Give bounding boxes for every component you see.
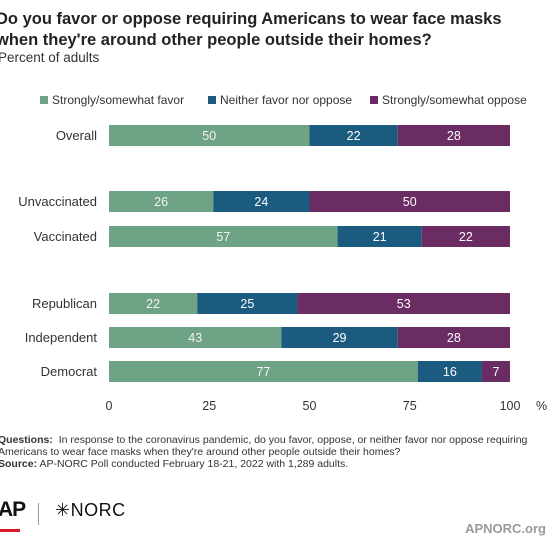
bar-overall-neither-favor-nor-oppose <box>309 125 398 146</box>
data-label-republican-strongly-somewhat-favor: 22 <box>146 297 160 311</box>
footer: AP ✳NORC APNORC.org <box>0 498 550 548</box>
legend-label-favor: Strongly/somewhat favor <box>52 93 185 107</box>
bar-unvaccinated-strongly-somewhat-favor <box>109 191 214 212</box>
bar-unvaccinated-strongly-somewhat-oppose <box>309 191 510 212</box>
bar-vaccinated-strongly-somewhat-favor <box>109 226 338 247</box>
chart-subtitle: Percent of adults <box>0 50 100 65</box>
source-text: AP-NORC Poll conducted February 18-21, 2… <box>39 458 349 470</box>
bar-vaccinated-neither-favor-nor-oppose <box>337 226 422 247</box>
questions-label: Questions: <box>0 434 53 446</box>
data-label-democrat-strongly-somewhat-favor: 77 <box>256 365 270 379</box>
legend-label-oppose: Strongly/somewhat oppose <box>382 93 527 107</box>
category-label-unvaccinated: Unvaccinated <box>18 194 97 209</box>
legend-item-oppose: Strongly/somewhat oppose <box>370 93 527 107</box>
data-label-overall-strongly-somewhat-favor: 50 <box>202 129 216 143</box>
source-note: Source: AP-NORC Poll conducted February … <box>0 458 546 470</box>
data-label-republican-strongly-somewhat-oppose: 53 <box>397 297 411 311</box>
legend-swatch-neither <box>208 96 216 104</box>
bar-overall-strongly-somewhat-favor <box>109 125 310 146</box>
questions-note: Questions: In response to the coronaviru… <box>0 434 546 458</box>
notes: Questions: In response to the coronaviru… <box>0 434 546 470</box>
legend: Strongly/somewhat favor Neither favor no… <box>40 93 550 109</box>
data-label-republican-neither-favor-nor-oppose: 25 <box>240 297 254 311</box>
source-label: Source: <box>0 458 38 470</box>
data-label-independent-strongly-somewhat-favor: 43 <box>188 331 202 345</box>
data-label-overall-neither-favor-nor-oppose: 22 <box>347 129 361 143</box>
data-label-democrat-strongly-somewhat-oppose: 7 <box>492 365 499 379</box>
data-label-independent-strongly-somewhat-oppose: 28 <box>447 331 461 345</box>
bar-democrat-neither-favor-nor-oppose <box>417 361 482 382</box>
bar-unvaccinated-neither-favor-nor-oppose <box>213 191 310 212</box>
category-label-overall: Overall <box>56 128 97 143</box>
bar-republican-strongly-somewhat-favor <box>109 293 198 314</box>
category-label-vaccinated: Vaccinated <box>34 229 97 244</box>
bar-overall-strongly-somewhat-oppose <box>397 125 510 146</box>
site-link[interactable]: APNORC.org <box>465 521 546 536</box>
bar-vaccinated-strongly-somewhat-oppose <box>421 226 510 247</box>
x-tick-75: 75 <box>403 399 417 413</box>
data-label-unvaccinated-strongly-somewhat-oppose: 50 <box>403 195 417 209</box>
category-label-republican: Republican <box>32 296 97 311</box>
chart-title: Do you favor or oppose requiring America… <box>0 10 502 49</box>
bar-independent-strongly-somewhat-favor <box>109 327 282 348</box>
x-axis-unit: % <box>536 399 547 413</box>
ap-logo: AP <box>0 498 26 521</box>
legend-item-neither: Neither favor nor oppose <box>208 93 352 107</box>
data-label-democrat-neither-favor-nor-oppose: 16 <box>443 365 457 379</box>
category-label-democrat: Democrat <box>41 364 98 379</box>
bar-democrat-strongly-somewhat-oppose <box>481 361 510 382</box>
norc-logo: ✳NORC <box>55 500 126 520</box>
bar-republican-neither-favor-nor-oppose <box>197 293 298 314</box>
bar-independent-strongly-somewhat-oppose <box>397 327 510 348</box>
legend-swatch-oppose <box>370 96 378 104</box>
category-label-independent: Independent <box>25 330 98 345</box>
questions-text: In response to the coronavirus pandemic,… <box>0 434 528 458</box>
x-tick-100: 100 <box>500 399 521 413</box>
x-tick-0: 0 <box>106 399 113 413</box>
stacked-bar-chart: Overall 50 22 28 Unvaccinated 26 24 50 Vaccinate… <box>18 125 547 413</box>
legend-label-neither: Neither favor nor oppose <box>220 93 353 107</box>
legend-swatch-favor <box>40 96 48 104</box>
bar-independent-neither-favor-nor-oppose <box>281 327 398 348</box>
data-label-independent-neither-favor-nor-oppose: 29 <box>333 331 347 345</box>
x-tick-50: 50 <box>303 399 317 413</box>
data-label-vaccinated-strongly-somewhat-favor: 57 <box>216 230 230 244</box>
data-label-vaccinated-strongly-somewhat-oppose: 22 <box>459 230 473 244</box>
ap-logo-bar <box>0 529 20 532</box>
bar-democrat-strongly-somewhat-favor <box>109 361 418 382</box>
data-label-unvaccinated-neither-favor-nor-oppose: 24 <box>254 195 268 209</box>
data-label-vaccinated-neither-favor-nor-oppose: 21 <box>373 230 387 244</box>
data-label-unvaccinated-strongly-somewhat-favor: 26 <box>154 195 168 209</box>
legend-item-favor: Strongly/somewhat favor <box>40 93 184 107</box>
data-label-overall-strongly-somewhat-oppose: 28 <box>447 129 461 143</box>
logo-divider <box>38 503 39 525</box>
bar-republican-strongly-somewhat-oppose <box>297 293 510 314</box>
x-tick-25: 25 <box>202 399 216 413</box>
